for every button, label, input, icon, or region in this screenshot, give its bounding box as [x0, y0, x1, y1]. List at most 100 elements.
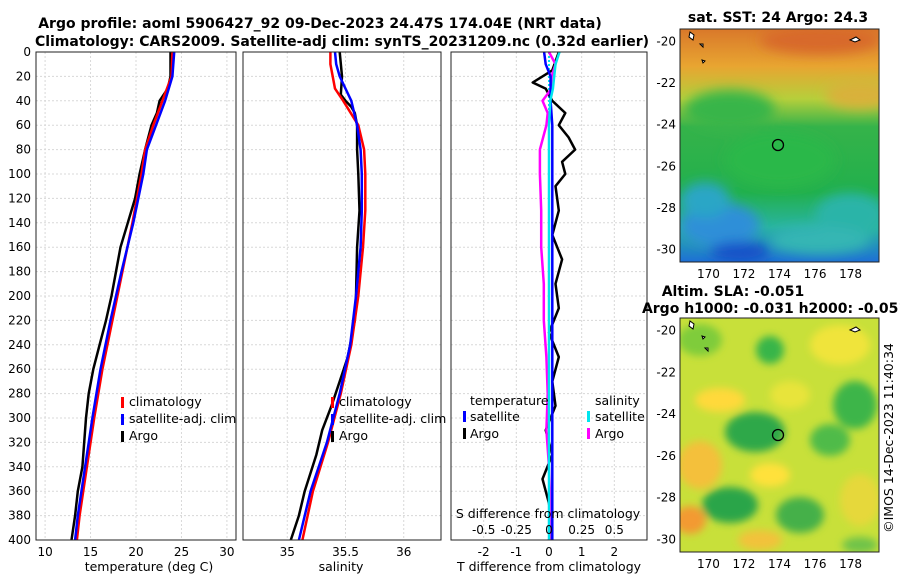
imos-credit: ©IMOS 14-Dec-2023 11:40:34	[881, 343, 896, 533]
temperature-grid	[36, 51, 236, 541]
lat-tick-label: -30	[656, 243, 676, 257]
x-tick-label: -2	[478, 545, 490, 559]
salinity-legend: climatology satellite-adj. clim Argo	[331, 394, 446, 443]
x-tick-label: 36	[396, 545, 411, 559]
lat-tick-label: -22	[656, 365, 676, 379]
legend-s-satellite-label: satellite	[595, 409, 645, 424]
lat-tick-label: -20	[656, 34, 676, 48]
legend-satellite-label: satellite-adj. clim	[339, 411, 446, 426]
lat-tick-label: -26	[656, 449, 676, 463]
series-line-argo	[70, 52, 172, 541]
legend-argo-swatch	[331, 431, 334, 442]
sst-map: sat. SST: 24 Argo: 24.3 170 172 174 176 178 …	[656, 10, 880, 281]
difference-panel: -2 -1 0 1 2 -0.5 -0.25 0 0.25 0.5 S difference f…	[450, 51, 648, 574]
lon-tick-label: 178	[839, 557, 862, 571]
salinity-tick-labels: 35 35.5 36	[280, 545, 412, 559]
x-tick-label: 35.5	[332, 545, 359, 559]
x-tick-label: 15	[83, 545, 98, 559]
legend-t-satellite-label: satellite	[470, 409, 520, 424]
lat-tick-label: -26	[656, 159, 676, 173]
x-tick-label: 1	[578, 545, 586, 559]
legend-climatology-swatch	[121, 397, 124, 408]
depth-tick-label: 80	[16, 143, 31, 157]
sla-map-title-line2: Argo h1000: -0.031 h2000: -0.051	[642, 301, 900, 317]
depth-tick-label: 340	[8, 460, 31, 474]
temperature-lines	[70, 51, 176, 541]
lon-tick-label: 178	[839, 267, 862, 281]
depth-tick-labels: 0 20 40 60 80 100 120 140 160 180 200 220 240 260 280 3…	[8, 45, 31, 547]
argo-location-marker	[771, 428, 785, 442]
lon-tick-label: 170	[697, 267, 720, 281]
x-tick-label: 25	[174, 545, 189, 559]
legend-t-argo-swatch	[463, 428, 466, 439]
temperature-legend: climatology satellite-adj. clim Argo	[121, 394, 236, 443]
legend-s-argo-swatch	[587, 428, 590, 439]
x-tick-label: 0	[545, 545, 553, 559]
sst-lon-tick-labels: 170 172 174 176 178	[697, 267, 862, 281]
s-difference-tick-labels: -0.5 -0.25 0 0.25 0.5	[472, 523, 624, 537]
legend-temperature-title: temperature	[470, 393, 549, 408]
sst-map-title: sat. SST: 24 Argo: 24.3	[688, 10, 868, 26]
s-difference-axis-label: S difference from climatology	[456, 506, 641, 521]
depth-tick-label: 240	[8, 338, 31, 352]
depth-tick-label: 380	[8, 509, 31, 523]
sla-map-title-line1: Altim. SLA: -0.051	[662, 284, 805, 300]
lat-tick-label: -28	[656, 491, 676, 505]
depth-tick-label: 220	[8, 313, 31, 327]
legend-argo-label: Argo	[339, 428, 368, 443]
lon-tick-label: 170	[697, 557, 720, 571]
s-tick-label: 0	[545, 523, 553, 537]
depth-tick-label: 140	[8, 216, 31, 230]
legend-climatology-label: climatology	[339, 394, 412, 409]
lon-tick-label: 176	[804, 267, 827, 281]
sla-heatmap	[680, 318, 879, 552]
depth-tick-label: 300	[8, 411, 31, 425]
lon-tick-label: 172	[733, 267, 756, 281]
x-tick-label: 20	[128, 545, 143, 559]
legend-satellite-swatch	[331, 414, 334, 425]
x-tick-label: 2	[611, 545, 619, 559]
series-line-satellite-adj-clim	[73, 51, 176, 541]
temperature-panel: 0 20 40 60 80 100 120 140 160 180 200 220 240 260 280 3…	[8, 45, 237, 574]
depth-tick-label: 20	[16, 69, 31, 83]
depth-tick-label: 120	[8, 191, 31, 205]
series-line-salinity-satellite	[547, 51, 561, 540]
depth-tick-label: 400	[8, 533, 31, 547]
legend-climatology-label: climatology	[129, 394, 202, 409]
figure-title-line2: Climatology: CARS2009. Satellite-adj cli…	[35, 34, 649, 50]
t-difference-axis-label: T difference from climatology	[456, 559, 642, 574]
difference-legend-salinity: salinity satellite Argo	[587, 393, 645, 441]
lat-tick-label: -22	[656, 76, 676, 90]
depth-tick-label: 180	[8, 265, 31, 279]
legend-s-argo-label: Argo	[595, 426, 624, 441]
argo-location-marker	[771, 138, 785, 152]
lat-tick-label: -20	[656, 324, 676, 338]
depth-tick-label: 160	[8, 240, 31, 254]
figure-title-line1: Argo profile: aoml 5906427_92 09-Dec-202…	[38, 16, 602, 32]
temperature-tick-labels: 10 15 20 25 30	[37, 545, 234, 559]
sla-lon-tick-labels: 170 172 174 176 178	[697, 557, 862, 571]
sla-lat-tick-labels: -20 -22 -24 -26 -28 -30	[656, 324, 676, 547]
depth-tick-label: 360	[8, 484, 31, 498]
legend-s-satellite-swatch	[587, 411, 590, 422]
s-tick-label: 0.25	[568, 523, 595, 537]
lon-tick-label: 174	[768, 267, 791, 281]
sst-heatmap	[680, 29, 879, 262]
legend-satellite-swatch	[121, 414, 124, 425]
depth-tick-label: 0	[23, 45, 31, 59]
x-tick-label: 30	[219, 545, 234, 559]
difference-legend-temperature: temperature satellite Argo	[463, 393, 549, 441]
legend-t-argo-label: Argo	[470, 426, 499, 441]
depth-tick-label: 200	[8, 289, 31, 303]
t-difference-tick-labels: -2 -1 0 1 2	[478, 545, 618, 559]
legend-argo-label: Argo	[129, 428, 158, 443]
x-tick-label: -1	[510, 545, 522, 559]
lat-tick-label: -24	[656, 118, 676, 132]
lon-tick-label: 172	[733, 557, 756, 571]
legend-salinity-title: salinity	[595, 393, 640, 408]
depth-tick-label: 100	[8, 167, 31, 181]
s-tick-label: -0.25	[501, 523, 532, 537]
depth-tick-label: 280	[8, 387, 31, 401]
legend-satellite-label: satellite-adj. clim	[129, 411, 236, 426]
